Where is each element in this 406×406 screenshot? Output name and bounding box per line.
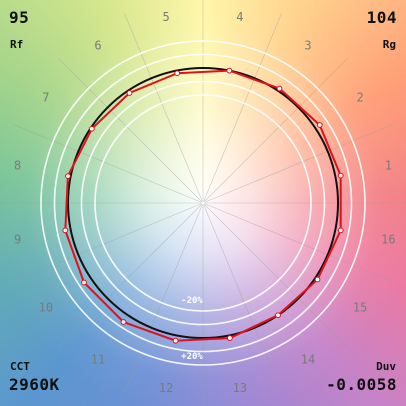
spoke-line	[202, 202, 282, 393]
rf-value: 95	[9, 8, 30, 27]
spoke-line	[124, 13, 204, 204]
duv-value: -0.0058	[326, 375, 397, 394]
hue-bin-label: 9	[14, 232, 21, 246]
reference-ring	[94, 94, 312, 312]
cct-value: 2960K	[9, 375, 60, 394]
reference-ring	[40, 40, 366, 366]
hue-bin-label: 13	[233, 381, 247, 395]
ring-percent-label: +20%	[181, 352, 203, 362]
hue-bin-label: 6	[94, 38, 101, 52]
reference-ring	[80, 80, 326, 326]
hue-bin-label: 4	[236, 10, 243, 24]
hue-bin-label: 8	[14, 159, 21, 173]
test-point	[81, 279, 87, 286]
ring-percent-label: -20%	[181, 296, 203, 306]
cct-label: CCT	[10, 360, 30, 373]
spoke-line	[57, 202, 204, 349]
spoke-line	[202, 13, 282, 204]
center-point	[201, 201, 205, 205]
spoke-line	[202, 202, 349, 349]
test-point	[226, 335, 233, 341]
test-point	[172, 337, 179, 344]
hue-bin-label: 10	[39, 301, 53, 315]
hue-bin-label: 16	[381, 232, 395, 246]
hue-bin-label: 2	[357, 90, 364, 104]
test-point	[88, 125, 95, 132]
hue-bin-label: 14	[301, 353, 315, 367]
test-point	[275, 312, 281, 319]
hue-bin-label: 5	[163, 10, 170, 24]
duv-label: Duv	[376, 360, 396, 373]
hue-bin-label: 7	[42, 90, 49, 104]
test-point	[62, 227, 69, 234]
test-point	[337, 172, 344, 179]
test-point	[276, 85, 283, 92]
rg-value: 104	[366, 8, 397, 27]
test-point	[174, 70, 181, 77]
reference-ring	[53, 53, 353, 353]
hue-bin-label: 11	[91, 353, 105, 367]
spoke-line	[13, 124, 204, 204]
spoke-line	[13, 202, 204, 282]
hue-bin-label: 1	[385, 159, 392, 173]
test-point	[65, 173, 71, 180]
reference-curve	[67, 67, 339, 339]
spoke-line	[202, 57, 349, 204]
test-point	[316, 122, 323, 128]
hue-bin-label: 12	[159, 381, 173, 395]
rf-label: Rf	[10, 38, 24, 51]
spoke-line	[202, 124, 393, 204]
test-point	[126, 90, 133, 96]
test-point	[314, 276, 321, 283]
hue-bin-label: 3	[304, 38, 311, 52]
spoke-line	[57, 57, 204, 204]
test-point	[337, 227, 344, 234]
spoke-line	[202, 202, 393, 282]
rg-label: Rg	[382, 38, 396, 51]
spoke-line	[124, 202, 204, 393]
test-point	[120, 319, 127, 325]
test-point	[226, 67, 233, 74]
hue-bin-label: 15	[353, 301, 367, 315]
